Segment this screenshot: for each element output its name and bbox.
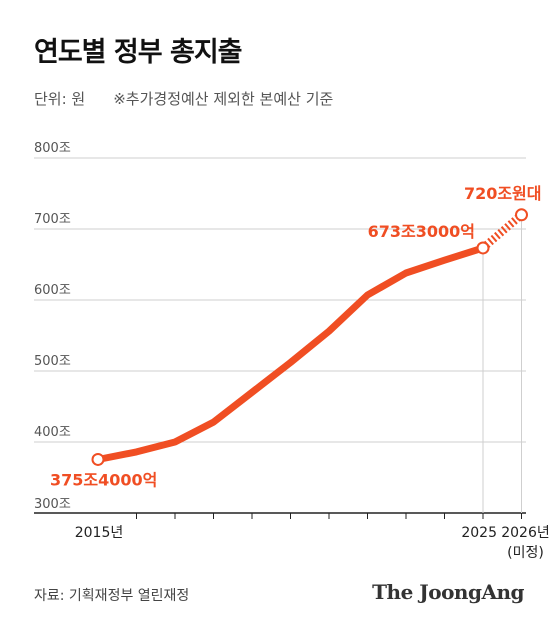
data-label: 375조4000억 <box>50 470 157 489</box>
x-tick-label: 2026년 <box>501 525 550 541</box>
chart-subtitle: 단위: 원 ※추가경정예산 제외한 본예산 기준 <box>34 88 333 109</box>
data-point-marker <box>476 241 490 255</box>
x-tick-label: 2015년 <box>75 525 124 541</box>
y-tick-label: 800조 <box>34 141 71 156</box>
data-label: 720조원대 <box>464 184 542 203</box>
projected-line <box>480 211 525 252</box>
data-label: 673조3000억 <box>368 222 475 241</box>
unit-label: 단위: 원 <box>34 90 86 108</box>
spending-line <box>94 244 487 463</box>
x-tick-sublabel: (미정) <box>507 545 544 561</box>
publisher-logo: The JoongAng <box>372 580 524 604</box>
source-text: 자료: 기획재정부 열린재정 <box>34 588 190 604</box>
y-tick-label: 600조 <box>34 283 71 298</box>
y-tick-label: 300조 <box>34 497 71 512</box>
y-tick-label: 400조 <box>34 425 71 440</box>
chart-title: 연도별 정부 총지출 <box>34 37 243 68</box>
data-point-marker <box>91 452 105 466</box>
x-tick-label: 2025 <box>461 525 497 541</box>
y-tick-label: 700조 <box>34 212 71 227</box>
data-point-marker <box>515 208 528 222</box>
y-tick-label: 500조 <box>34 354 71 369</box>
basis-note: ※추가경정예산 제외한 본예산 기준 <box>113 90 334 108</box>
